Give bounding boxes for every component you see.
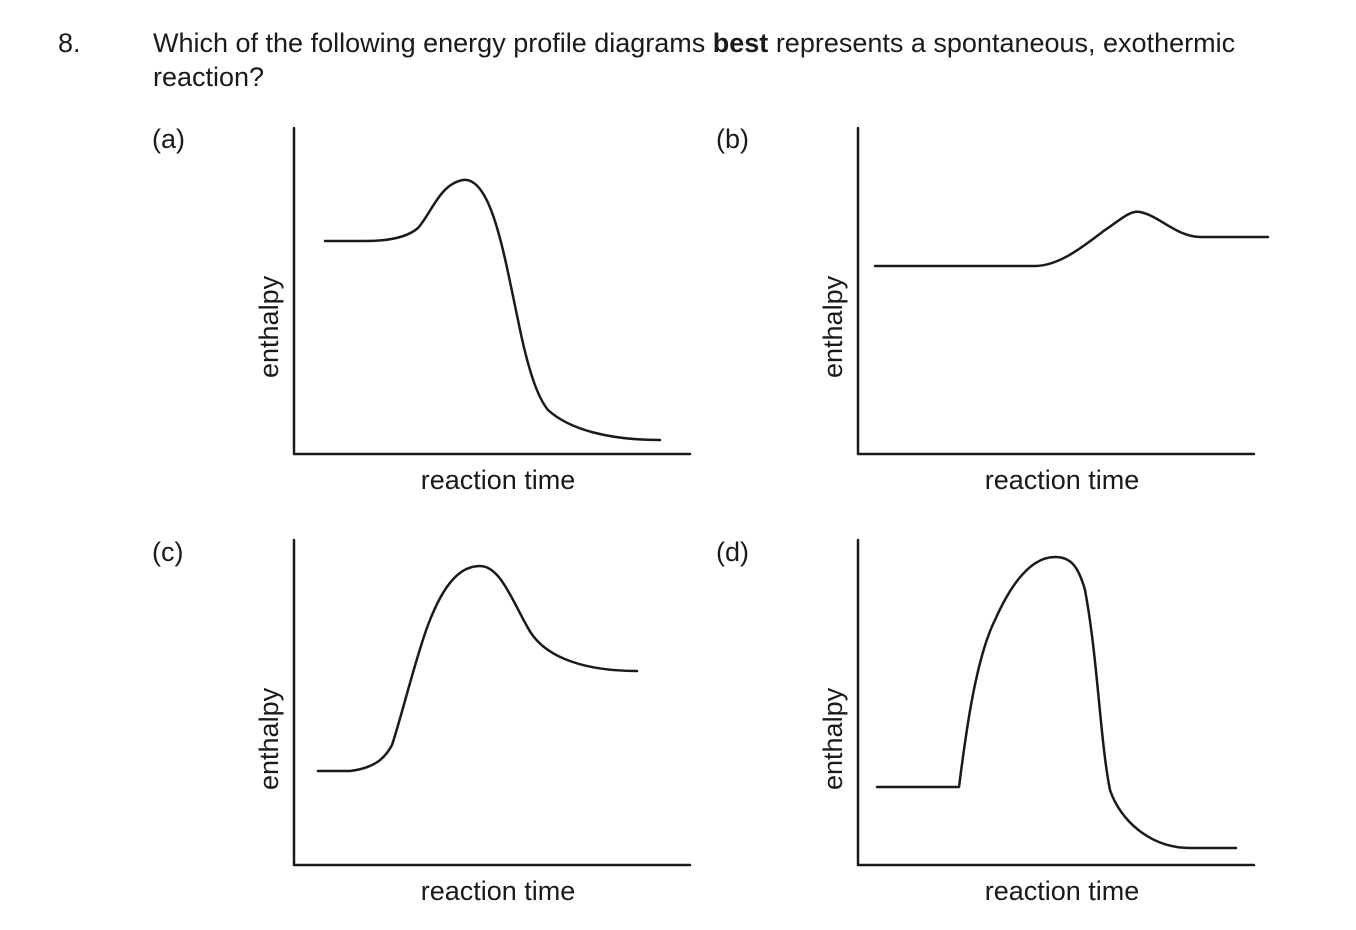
question-number: 8. — [58, 28, 81, 58]
question-text: Which of the following energy profile di… — [153, 26, 1273, 94]
option-b-xlabel: reaction time — [984, 465, 1140, 495]
option-d-xlabel: reaction time — [984, 876, 1140, 906]
option-b-letter: (b) — [716, 124, 749, 154]
option-c-curve — [316, 564, 639, 773]
option-c-letter: (c) — [152, 537, 184, 567]
option-d-curve — [875, 555, 1238, 850]
question-text-before: Which of the following energy profile di… — [153, 28, 713, 58]
option-b-curve — [873, 210, 1270, 268]
option-d-letter: (d) — [716, 537, 749, 567]
option-d-ylabel: enthalpy — [818, 687, 848, 790]
option-d-axes — [856, 538, 1256, 867]
option-b-axes — [856, 126, 1256, 456]
option-a-axes — [292, 126, 692, 456]
option-a-letter: (a) — [152, 124, 185, 154]
option-a-xlabel: reaction time — [420, 465, 576, 495]
option-c-xlabel: reaction time — [420, 876, 576, 906]
option-c-axes — [292, 538, 692, 867]
question-text-bold: best — [712, 28, 769, 58]
option-a-curve — [323, 178, 662, 442]
question-text-after: represents a spontaneous, exothermic rea… — [153, 28, 1236, 92]
